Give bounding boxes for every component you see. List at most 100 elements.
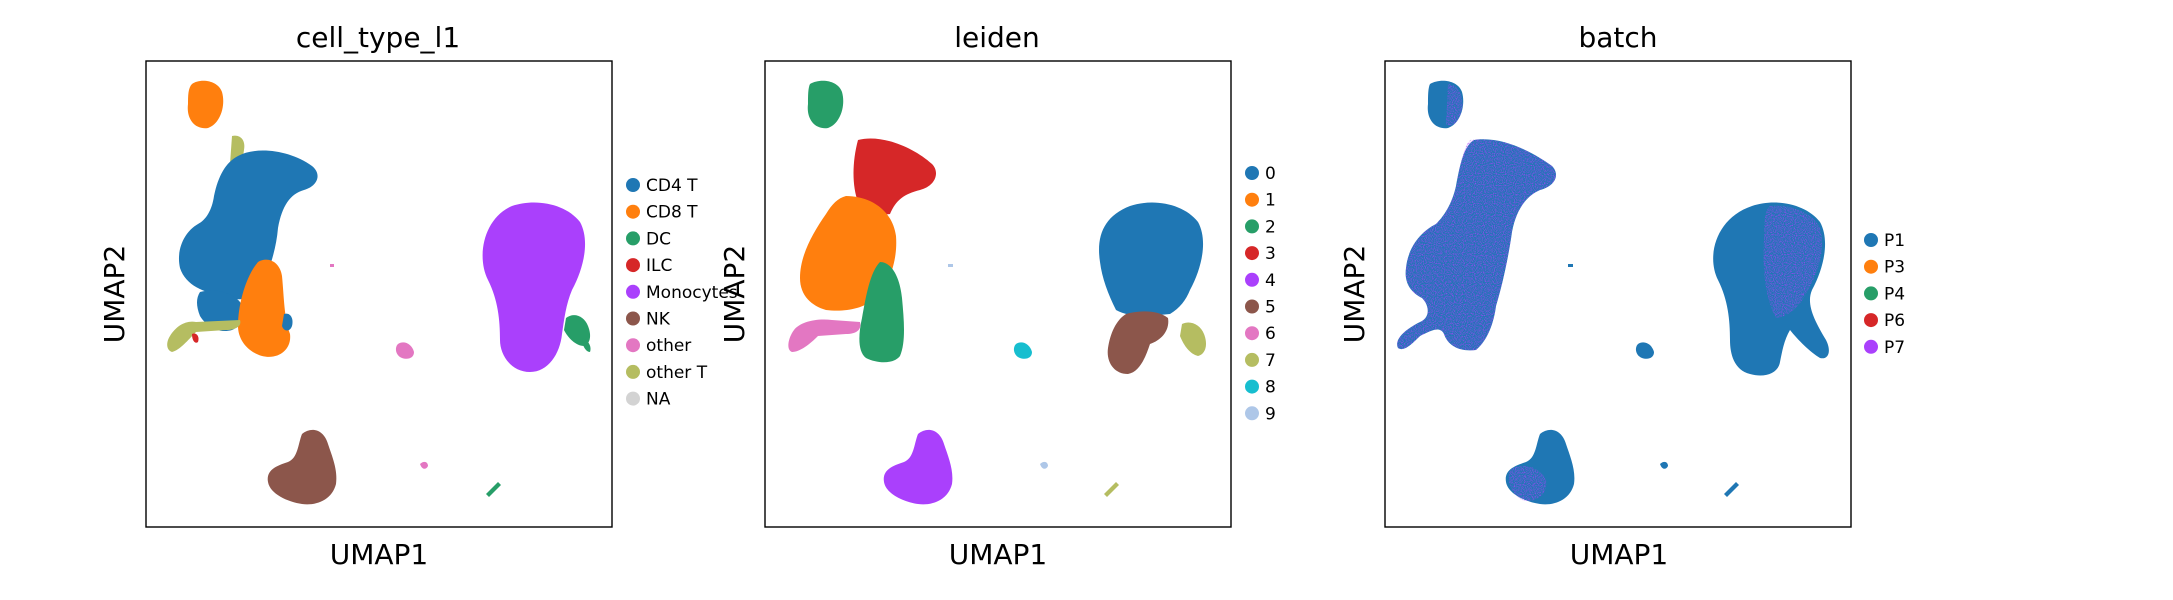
cluster-dc-small — [486, 482, 501, 497]
cluster-4 — [883, 429, 953, 505]
legend-marker — [1245, 246, 1259, 261]
legend-marker — [1245, 299, 1259, 314]
legend-marker — [1864, 259, 1878, 274]
x-axis-label: UMAP1 — [1570, 538, 1669, 571]
legend-label: 4 — [1265, 271, 1276, 291]
scatter-points — [167, 80, 591, 505]
panel-cell-type-l1: cell_type_l1 — [98, 21, 738, 571]
cluster-other — [395, 342, 414, 359]
legend: CD4 T CD8 T DC ILC Monocytes NK other other T NA — [626, 176, 738, 410]
legend-label: 0 — [1265, 164, 1276, 184]
legend-marker — [1245, 219, 1259, 234]
y-axis-label: UMAP2 — [718, 245, 751, 344]
cluster-p7-left — [1397, 139, 1556, 351]
cluster-cd8-t-top — [187, 80, 224, 129]
legend-label: P4 — [1884, 284, 1905, 304]
legend-marker — [626, 178, 640, 192]
legend-label: ILC — [646, 256, 672, 276]
cluster-9 — [1040, 461, 1048, 469]
legend-label: NK — [646, 310, 671, 330]
legend-marker — [626, 204, 640, 219]
legend-label: CD4 T — [646, 176, 698, 196]
x-axis-label: UMAP1 — [330, 538, 429, 571]
cluster-3 — [853, 138, 936, 215]
y-axis-label: UMAP2 — [98, 245, 131, 344]
cluster-p1-speck-b — [1660, 461, 1668, 469]
legend-label: 7 — [1265, 351, 1276, 371]
legend-label: 9 — [1265, 404, 1276, 424]
legend-marker — [1245, 352, 1259, 367]
legend-marker — [626, 258, 640, 273]
legend-marker — [626, 284, 640, 299]
cluster-monocytes — [482, 202, 586, 372]
legend-marker — [626, 231, 640, 246]
legend-marker — [1245, 166, 1259, 180]
cluster-other-speck — [330, 264, 334, 267]
x-axis-label: UMAP1 — [949, 538, 1048, 571]
plot-frame — [1384, 60, 1852, 528]
cluster-p7-top — [1446, 84, 1463, 126]
plot-frame — [145, 60, 613, 528]
cluster-cd4-t-edge — [282, 313, 293, 331]
cluster-6 — [788, 319, 861, 352]
legend-label: DC — [646, 229, 671, 249]
cluster-p7-right — [1763, 205, 1823, 318]
legend-marker — [1245, 379, 1259, 394]
cluster-p7-nk — [1508, 465, 1547, 501]
legend-marker — [1864, 339, 1878, 354]
cluster-cd4-t — [178, 150, 318, 300]
legend-marker — [1245, 272, 1259, 287]
cluster-2-lower — [859, 262, 904, 363]
cluster-p1-small — [1635, 342, 1654, 359]
legend-marker — [1245, 192, 1259, 207]
legend-marker — [626, 364, 640, 379]
legend-label: P7 — [1884, 338, 1905, 358]
cluster-8 — [1013, 342, 1032, 359]
legend-label: other — [646, 336, 691, 356]
legend-marker — [626, 311, 640, 326]
y-axis-label: UMAP2 — [1338, 245, 1371, 344]
legend: P1 P3 P4 P6 P7 — [1864, 231, 1905, 358]
cluster-other-small — [420, 461, 428, 469]
cluster-7-small — [1104, 482, 1119, 497]
legend-marker — [1245, 406, 1259, 421]
cluster-2-top — [807, 80, 844, 129]
scatter-points — [1397, 80, 1829, 505]
cluster-cd8-t-lower — [238, 259, 291, 357]
legend-label: 6 — [1265, 324, 1276, 344]
legend-marker — [626, 338, 640, 353]
cluster-p1-speck-a — [1568, 264, 1573, 267]
cluster-5 — [1107, 311, 1169, 374]
legend-label: 3 — [1265, 244, 1276, 264]
cluster-ilc — [192, 333, 199, 343]
legend-label: 1 — [1265, 191, 1276, 211]
legend-label: Monocytes — [646, 283, 738, 303]
legend-label: 2 — [1265, 217, 1276, 237]
cluster-9-speck — [948, 264, 953, 267]
legend-label: NA — [646, 390, 671, 410]
cluster-other-t-arm — [167, 320, 241, 352]
cluster-0 — [1099, 202, 1204, 316]
panel-title: batch — [1578, 21, 1657, 54]
plot-frame — [764, 60, 1232, 528]
legend-label: 5 — [1265, 298, 1276, 318]
scatter-points — [788, 80, 1206, 505]
cluster-dc — [564, 315, 591, 346]
legend-label: 8 — [1265, 378, 1276, 398]
legend-marker — [1864, 286, 1878, 301]
legend: 0 1 2 3 4 5 6 7 8 9 — [1245, 164, 1276, 424]
panel-batch: batch UMAP1 UMAP2 P1 P3 P4 P6 P7 — [1338, 21, 1905, 571]
panel-title: cell_type_l1 — [296, 21, 460, 54]
cluster-nk — [267, 429, 337, 505]
cluster-dc-tail — [582, 338, 591, 352]
legend-marker — [1245, 326, 1259, 341]
legend-label: P6 — [1884, 311, 1905, 331]
legend-label: P3 — [1884, 258, 1905, 278]
p7-overlay — [1397, 84, 1823, 501]
legend-label: other T — [646, 363, 708, 383]
panel-title: leiden — [954, 21, 1040, 54]
legend-label: P1 — [1884, 231, 1905, 251]
legend-marker — [626, 391, 640, 406]
legend-label: CD8 T — [646, 203, 698, 223]
